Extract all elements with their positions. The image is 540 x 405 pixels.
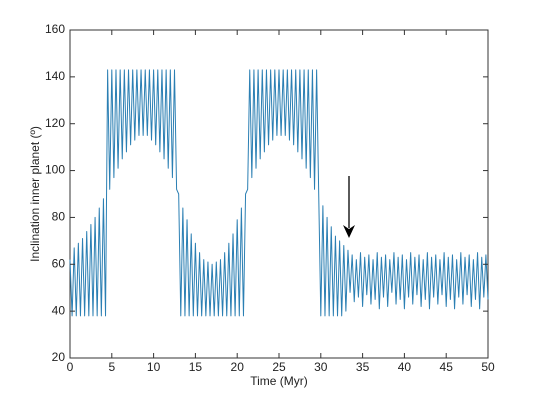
y-tick-label: 160 <box>45 22 65 36</box>
y-tick-label: 80 <box>52 210 66 224</box>
y-axis-label: Inclination inner planet (º) <box>28 126 42 262</box>
x-tick-label: 25 <box>272 360 286 374</box>
y-tick-label: 100 <box>45 163 65 177</box>
x-tick-label: 10 <box>147 360 161 374</box>
y-tick-label: 140 <box>45 69 65 83</box>
x-tick-label: 15 <box>189 360 203 374</box>
x-tick-label: 45 <box>440 360 454 374</box>
x-tick-label: 20 <box>231 360 245 374</box>
x-tick-label: 35 <box>356 360 370 374</box>
data-line <box>69 69 489 317</box>
y-tick-label: 60 <box>52 256 66 270</box>
x-axis-label: Time (Myr) <box>250 374 308 388</box>
arrow-head <box>343 225 355 238</box>
x-tick-label: 30 <box>314 360 328 374</box>
y-tick-label: 120 <box>45 116 65 130</box>
x-tick-label: 40 <box>398 360 412 374</box>
x-tick-label: 0 <box>67 360 74 374</box>
y-tick-label: 40 <box>52 303 66 317</box>
x-tick-label: 50 <box>481 360 495 374</box>
plot-area <box>69 69 489 317</box>
x-tick-label: 5 <box>108 360 115 374</box>
arrow <box>343 176 355 238</box>
y-tick-label: 20 <box>52 350 66 364</box>
